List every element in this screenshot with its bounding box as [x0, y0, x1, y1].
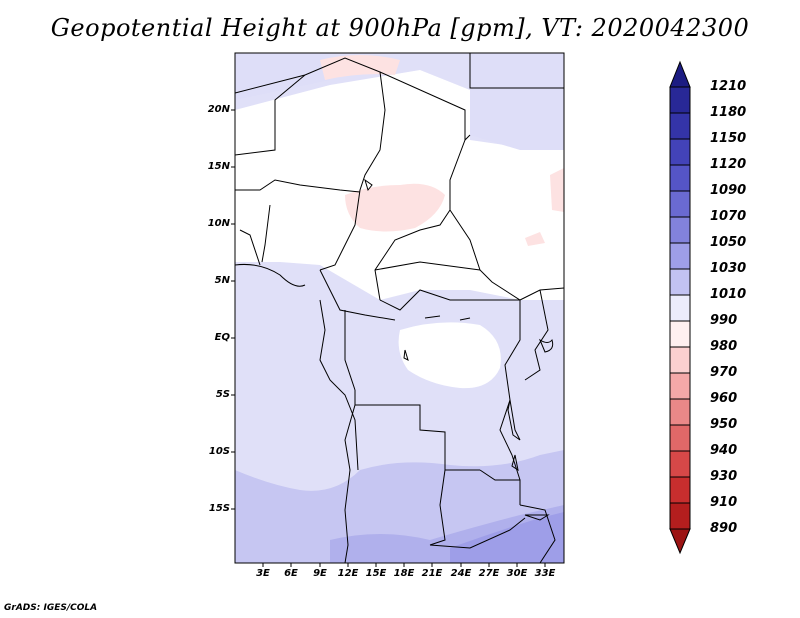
colorbar-segment [669, 112, 691, 140]
lat-label: 15N [207, 161, 230, 172]
lat-label: 10N [207, 218, 230, 229]
lon-label: 21E [421, 568, 443, 579]
lon-label: 27E [478, 568, 500, 579]
colorbar-segment [669, 372, 691, 400]
colorbar-label: 980 [710, 339, 738, 354]
lon-label: 24E [450, 568, 472, 579]
height-field [235, 53, 564, 563]
lat-label: 5N [214, 275, 230, 286]
lat-label: EQ [214, 332, 230, 343]
colorbar-label: 960 [710, 391, 738, 406]
country-borders [235, 53, 564, 563]
colorbar-segment [669, 424, 691, 452]
lon-label: 9E [313, 568, 327, 579]
colorbar-label: 1010 [710, 287, 747, 302]
lon-label: 15E [365, 568, 387, 579]
colorbar-segment [669, 502, 691, 530]
low-height-patch [550, 168, 564, 212]
colorbar-label: 1150 [710, 131, 747, 146]
colorbar-segment [669, 242, 691, 270]
colorbar-segment [669, 476, 691, 504]
lon-label: 3E [256, 568, 270, 579]
axis-ticks [231, 109, 546, 567]
lon-label: 33E [534, 568, 556, 579]
colorbar-label: 890 [710, 521, 738, 536]
colorbar-segment [669, 60, 691, 88]
colorbar-label: 1090 [710, 183, 747, 198]
colorbar-segment [669, 86, 691, 114]
lat-label: 5S [215, 389, 230, 400]
colorbar [669, 60, 691, 555]
high-plateau-patch [398, 322, 501, 389]
colorbar-label: 1050 [710, 235, 747, 250]
lon-label: 30E [506, 568, 528, 579]
lat-label: 20N [207, 104, 230, 115]
low-height-patch [345, 183, 445, 232]
colorbar-label: 910 [710, 495, 738, 510]
colorbar-label: 1030 [710, 261, 747, 276]
colorbar-segment [669, 450, 691, 478]
lat-label: 15S [208, 503, 230, 514]
colorbar-segment [669, 320, 691, 348]
lon-label: 12E [337, 568, 359, 579]
colorbar-segment [669, 528, 691, 555]
footer-credit: GrADS: IGES/COLA [4, 603, 98, 613]
lon-label: 18E [393, 568, 415, 579]
map-frame [234, 52, 565, 564]
colorbar-label: 1180 [710, 105, 747, 120]
map-title: Geopotential Height at 900hPa [gpm], VT:… [50, 14, 750, 42]
lat-label: 10S [208, 446, 230, 457]
colorbar-segment [669, 398, 691, 426]
lon-label: 6E [284, 568, 298, 579]
colorbar-label: 1210 [710, 79, 747, 94]
colorbar-segment [669, 268, 691, 296]
colorbar-segment [669, 216, 691, 244]
colorbar-label: 950 [710, 417, 738, 432]
colorbar-label: 930 [710, 469, 738, 484]
colorbar-label: 1070 [710, 209, 747, 224]
colorbar-segment [669, 138, 691, 166]
low-height-patch [525, 232, 545, 246]
colorbar-label: 940 [710, 443, 738, 458]
colorbar-label: 990 [710, 313, 738, 328]
colorbar-segment [669, 164, 691, 192]
colorbar-segment [669, 190, 691, 218]
lakes [364, 178, 554, 521]
colorbar-label: 970 [710, 365, 738, 380]
colorbar-segment [669, 294, 691, 322]
colorbar-label: 1120 [710, 157, 747, 172]
colorbar-segment [669, 346, 691, 374]
